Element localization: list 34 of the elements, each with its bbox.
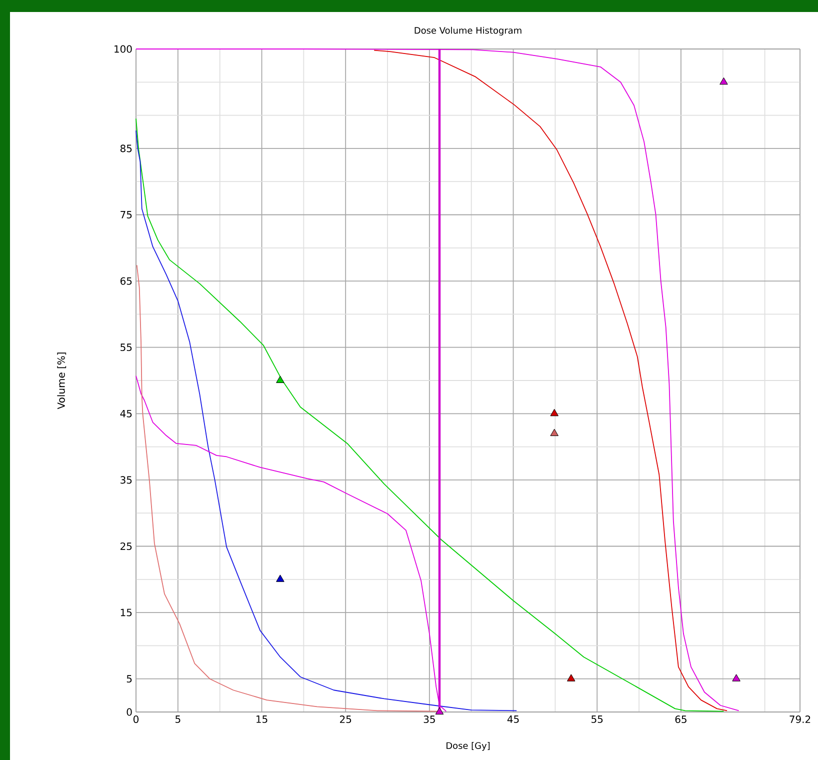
point bbox=[276, 574, 284, 582]
point bbox=[435, 707, 444, 714]
line-series bbox=[374, 50, 728, 712]
x-tick-label: 15 bbox=[256, 716, 268, 723]
x-tick-label: 5 bbox=[176, 716, 180, 723]
chart-title: Dose Volume Histogram bbox=[414, 26, 522, 36]
line-series bbox=[136, 130, 518, 712]
y-tick-label: 0 bbox=[126, 708, 132, 716]
x-tick-label: 65 bbox=[675, 716, 686, 724]
x-tick-label: 35 bbox=[424, 716, 435, 724]
point bbox=[550, 428, 558, 436]
x-tick-label: 0 bbox=[133, 716, 139, 724]
y-tick-label: 5 bbox=[126, 675, 132, 683]
x-tick-label: 55 bbox=[592, 716, 603, 723]
y-tick-label: 25 bbox=[120, 542, 132, 550]
y-tick-label: 75 bbox=[120, 211, 132, 218]
y-tick-label: 45 bbox=[120, 410, 132, 418]
y-tick-label: 65 bbox=[120, 277, 132, 285]
x-tick-label: 45 bbox=[507, 716, 519, 723]
point bbox=[276, 376, 284, 383]
y-tick-label: 15 bbox=[120, 608, 132, 616]
y-tick-label: 85 bbox=[120, 144, 132, 152]
line-series bbox=[136, 375, 447, 712]
x-axis-title: Dose [Gy] bbox=[446, 742, 490, 751]
x-tick-label: 79.2 bbox=[790, 716, 810, 724]
y-tick-label: 100 bbox=[114, 45, 132, 53]
y-tick-label: 35 bbox=[120, 476, 132, 484]
y-axis-title: Volume [%] bbox=[57, 352, 66, 410]
point bbox=[720, 77, 728, 85]
point bbox=[550, 408, 558, 416]
y-tick-label: 55 bbox=[120, 344, 132, 352]
x-tick-label: 25 bbox=[340, 716, 352, 724]
point bbox=[732, 674, 740, 682]
point bbox=[566, 674, 576, 682]
